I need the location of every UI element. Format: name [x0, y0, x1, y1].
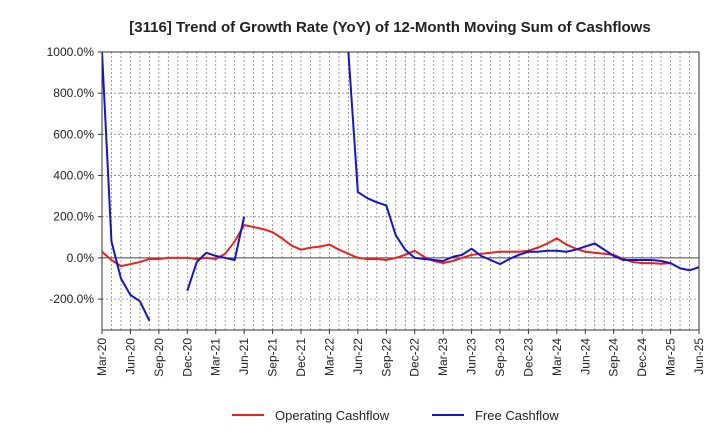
y-tick-label: 800.0%: [53, 86, 94, 100]
y-tick-label: 600.0%: [53, 127, 94, 141]
x-tick-label: Dec-23: [521, 338, 535, 377]
legend: Operating Cashflow Free Cashflow: [232, 408, 559, 423]
x-tick-label: Mar-21: [209, 338, 223, 376]
x-tick-label: Mar-24: [550, 338, 564, 376]
y-tick-label: 200.0%: [53, 210, 94, 224]
x-tick-label: Jun-25: [692, 338, 706, 375]
x-tick-label: Dec-20: [180, 338, 194, 377]
x-tick-label: Jun-24: [578, 338, 592, 375]
x-tick-label: Sep-20: [152, 338, 166, 377]
x-tick-label: Mar-25: [664, 338, 678, 376]
x-tick-label: Sep-24: [607, 338, 621, 377]
y-tick-label: -200.0%: [49, 292, 94, 306]
legend-label-operating-cashflow: Operating Cashflow: [275, 408, 390, 423]
x-tick-label: Dec-21: [294, 338, 308, 377]
axes: 1000.0% 800.0% 600.0% 400.0% 200.0% 0.0% -200.…: [47, 45, 706, 377]
legend-label-free-cashflow: Free Cashflow: [475, 408, 559, 423]
x-tick-label: Sep-21: [266, 338, 280, 377]
chart-title: [3116] Trend of Growth Rate (YoY) of 12-…: [129, 19, 650, 36]
x-tick-label: Sep-23: [493, 338, 507, 377]
plot-frame: [101, 51, 700, 331]
y-tick-label: 0.0%: [67, 251, 95, 265]
x-tick-label: Jun-20: [123, 338, 137, 375]
y-tick-label: 400.0%: [53, 169, 94, 183]
x-tick-label: Jun-22: [351, 338, 365, 375]
x-tick-label: Dec-22: [408, 338, 422, 377]
series-lines: [102, 52, 699, 322]
grid: [101, 51, 700, 330]
x-tick-label: Jun-23: [465, 338, 479, 375]
x-tick-label: Mar-20: [95, 338, 109, 376]
x-tick-label: Jun-21: [237, 338, 251, 375]
x-tick-label: Dec-24: [635, 338, 649, 377]
x-tick-label: Mar-22: [322, 338, 336, 376]
x-tick-label: Mar-23: [436, 338, 450, 376]
free-cashflow-line: [102, 52, 699, 322]
y-tick-label: 1000.0%: [47, 45, 95, 59]
x-tick-label: Sep-22: [379, 338, 393, 377]
